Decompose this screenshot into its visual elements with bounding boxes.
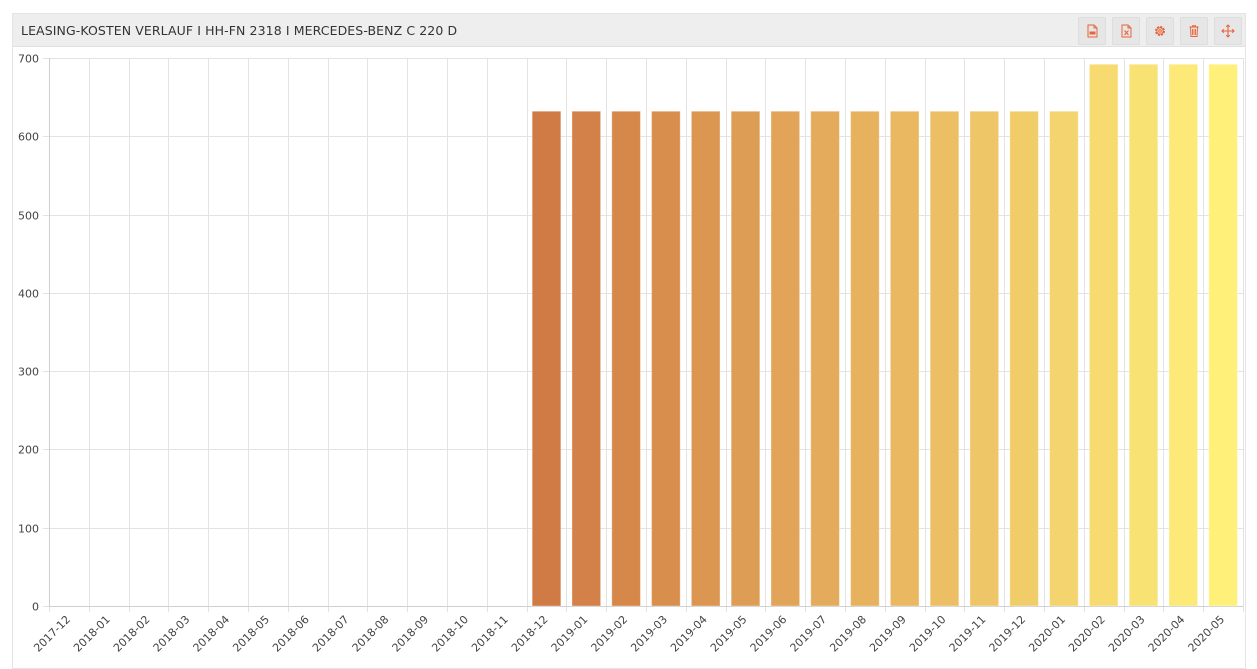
x-tick-label: 2018-02 (111, 613, 153, 655)
bar-2019-07 (810, 110, 840, 607)
move-arrows-icon (1221, 24, 1235, 38)
x-tick-label: 2018-10 (429, 613, 471, 655)
y-tick-label: 500 (18, 210, 39, 223)
x-tick-label: 2018-11 (469, 613, 511, 655)
x-tick-label: 2018-03 (151, 613, 193, 655)
x-tick-label: 2018-01 (71, 613, 113, 655)
x-tick-label: 2020-05 (1186, 613, 1228, 655)
bar-2019-02 (611, 110, 641, 607)
move-button[interactable] (1214, 17, 1242, 45)
bar-2019-05 (730, 110, 761, 607)
bar-2019-08 (850, 110, 880, 607)
x-tick-label: 2019-04 (668, 613, 710, 655)
y-tick-label: 200 (18, 444, 39, 457)
file-pdf-icon (1087, 24, 1098, 38)
bar-2019-10 (929, 110, 960, 607)
widget-header: LEASING-KOSTEN VERLAUF I HH-FN 2318 I ME… (13, 14, 1245, 47)
x-tick-label: 2019-05 (708, 613, 750, 655)
x-tick-label: 2019-01 (549, 613, 591, 655)
x-tick-label: 2020-03 (1106, 613, 1148, 655)
x-tick-label: 2018-12 (509, 613, 551, 655)
x-tick-label: 2018-05 (230, 613, 272, 655)
x-tick-label: 2019-02 (589, 613, 631, 655)
y-tick-label: 300 (18, 366, 39, 379)
widget-title: LEASING-KOSTEN VERLAUF I HH-FN 2318 I ME… (21, 23, 458, 38)
x-tick-label: 2018-06 (270, 613, 312, 655)
y-tick-label: 600 (18, 131, 39, 144)
export-excel-button[interactable] (1112, 17, 1140, 45)
gear-icon (1155, 26, 1165, 36)
x-tick-label: 2019-09 (867, 613, 909, 655)
y-tick-label: 0 (32, 601, 39, 614)
file-excel-icon (1121, 24, 1132, 38)
y-tick-label: 400 (18, 288, 39, 301)
bar-2020-03 (1128, 63, 1159, 607)
delete-button[interactable] (1180, 17, 1208, 45)
x-tick-label: 2018-08 (350, 613, 392, 655)
x-tick-label: 2017-12 (31, 613, 73, 655)
bar-2019-06 (770, 110, 801, 607)
x-tick-label: 2020-02 (1066, 613, 1108, 655)
x-tick-label: 2019-03 (628, 613, 670, 655)
x-tick-label: 2019-07 (788, 613, 830, 655)
widget-toolbar (1078, 17, 1242, 45)
bar-2019-11 (969, 110, 1000, 607)
x-tick-label: 2018-09 (390, 613, 432, 655)
bar-2019-09 (889, 110, 920, 607)
y-tick-label: 100 (18, 523, 39, 536)
settings-button[interactable] (1146, 17, 1174, 45)
bar-2018-12 (531, 110, 562, 607)
x-tick-label: 2018-07 (310, 613, 352, 655)
x-tick-label: 2018-04 (191, 613, 233, 655)
bar-2020-02 (1088, 63, 1119, 607)
x-tick-label: 2019-06 (748, 613, 790, 655)
bar-2020-05 (1208, 63, 1238, 607)
x-tick-label: 2019-12 (987, 613, 1029, 655)
y-tick-label: 700 (18, 53, 39, 66)
x-tick-label: 2019-08 (827, 613, 869, 655)
trash-icon (1189, 25, 1199, 37)
x-tick-label: 2020-01 (1026, 613, 1068, 655)
bar-2019-04 (690, 110, 721, 607)
x-tick-label: 2020-04 (1146, 613, 1188, 655)
x-tick-label: 2019-11 (947, 613, 989, 655)
bar-2019-03 (651, 110, 681, 607)
bar-2020-01 (1049, 110, 1079, 607)
bar-2019-01 (571, 110, 602, 607)
bar-2020-04 (1168, 63, 1199, 607)
export-pdf-button[interactable] (1078, 17, 1106, 45)
x-tick-label: 2019-10 (907, 613, 949, 655)
bar-2019-12 (1009, 110, 1039, 607)
